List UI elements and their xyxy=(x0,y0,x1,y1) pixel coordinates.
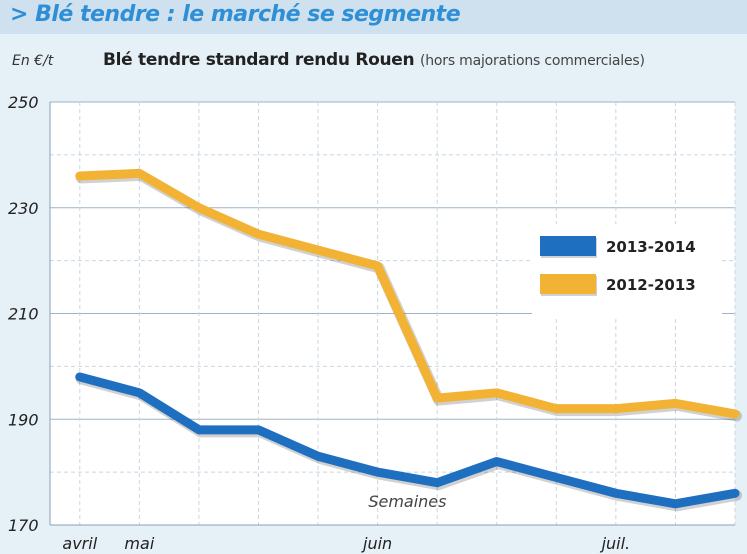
data-point xyxy=(615,492,617,494)
chart-title-main: Blé tendre standard rendu Rouen xyxy=(103,50,415,70)
data-point xyxy=(198,429,200,431)
data-point xyxy=(436,482,438,484)
weeks-annotation: Semaines xyxy=(368,492,446,511)
page-title: > Blé tendre : le marché se segmente xyxy=(10,2,461,27)
x-tick-label: juin xyxy=(361,534,392,553)
x-tick-label: mai xyxy=(124,534,154,553)
chart-title: Blé tendre standard rendu Rouen (hors ma… xyxy=(103,50,645,70)
x-tick-label: juil. xyxy=(600,534,631,553)
data-point xyxy=(257,233,259,235)
y-axis-ticks: 170 190 210 230 250 xyxy=(8,93,39,535)
data-point xyxy=(377,265,379,267)
data-point xyxy=(615,408,617,410)
data-point xyxy=(79,175,81,177)
y-axis-unit-label: En €/t xyxy=(12,53,54,69)
data-point xyxy=(674,503,676,505)
data-point xyxy=(138,392,140,394)
x-tick-label: avril xyxy=(62,534,97,553)
series-line xyxy=(75,168,740,419)
data-point xyxy=(734,492,736,494)
y-tick-label: 230 xyxy=(8,199,39,218)
y-tick-label: 170 xyxy=(8,516,39,535)
legend-label: 2012-2013 xyxy=(606,276,696,294)
data-point xyxy=(377,471,379,473)
data-point xyxy=(555,476,557,478)
series-lines xyxy=(75,168,742,512)
data-point xyxy=(138,172,140,174)
y-tick-label: 190 xyxy=(8,410,39,429)
data-point xyxy=(79,376,81,378)
data-point xyxy=(317,249,319,251)
data-point xyxy=(198,207,200,209)
y-tick-label: 250 xyxy=(8,93,39,112)
chart-subtitle: (hors majorations commerciales) xyxy=(419,53,645,69)
y-tick-label: 210 xyxy=(8,305,39,324)
data-point xyxy=(734,413,736,415)
data-point xyxy=(496,392,498,394)
legend-label: 2013-2014 xyxy=(606,238,696,256)
data-point xyxy=(257,429,259,431)
data-point xyxy=(317,455,319,457)
series-line xyxy=(75,372,740,509)
legend-swatch xyxy=(540,274,596,294)
data-point xyxy=(496,461,498,463)
data-point xyxy=(436,397,438,399)
data-point xyxy=(674,402,676,404)
title-banner: > Blé tendre : le marché se segmente xyxy=(0,0,747,34)
legend: 2013-2014 2012-2013 xyxy=(532,224,722,318)
x-axis-ticks: avril mai juin juil. xyxy=(62,534,630,553)
data-point xyxy=(555,408,557,410)
legend-swatch xyxy=(540,236,596,256)
